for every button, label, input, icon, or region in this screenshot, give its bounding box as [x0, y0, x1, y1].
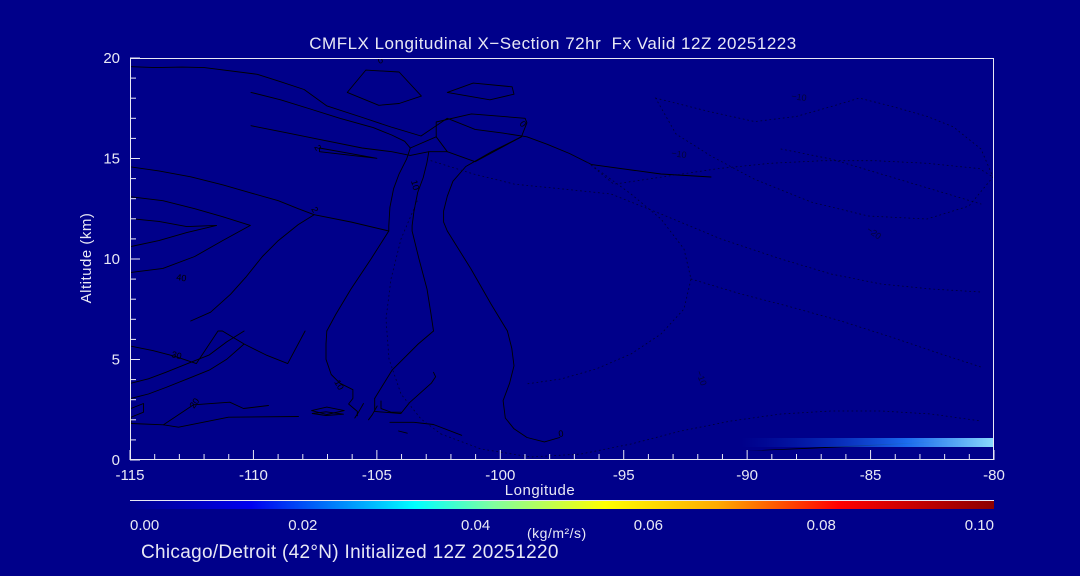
svg-text:0.02: 0.02 — [288, 517, 317, 534]
svg-text:0.04: 0.04 — [461, 517, 490, 534]
svg-text:0.08: 0.08 — [807, 517, 836, 534]
svg-text:0.00: 0.00 — [130, 517, 159, 534]
svg-text:0.10: 0.10 — [965, 517, 994, 534]
